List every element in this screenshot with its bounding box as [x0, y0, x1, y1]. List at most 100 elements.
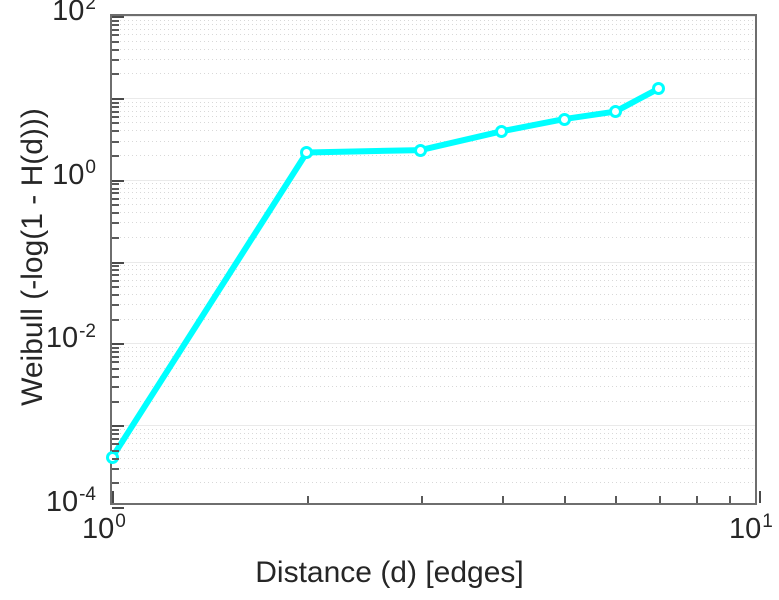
y-tick-minor — [112, 40, 119, 43]
y-tick-minor — [112, 23, 119, 26]
y-tick-minor — [112, 351, 119, 354]
data-point-marker — [414, 143, 428, 157]
gridline-major-h — [112, 261, 755, 263]
gridline-minor-h — [112, 110, 755, 112]
x-axis-title: Distance (d) [edges] — [255, 556, 524, 589]
x-tick-minor — [306, 496, 309, 503]
gridline-minor-h — [112, 361, 755, 363]
y-tick-minor — [112, 101, 119, 104]
gridline-minor-h — [112, 155, 755, 157]
gridline-minor-h — [112, 400, 755, 402]
y-tick-minor — [112, 265, 119, 268]
y-tick-minor — [112, 443, 119, 446]
y-tick-minor — [112, 347, 119, 350]
y-tick-label: 10-4 — [45, 485, 96, 518]
y-tick-minor — [112, 197, 119, 200]
y-tick-minor — [112, 437, 119, 440]
gridline-major-h — [112, 179, 755, 181]
x-tick-minor — [564, 496, 567, 503]
gridline-minor-h — [112, 192, 755, 194]
gridline-minor-h — [112, 269, 755, 271]
y-tick-minor — [112, 467, 119, 470]
y-tick-minor — [112, 58, 119, 61]
y-tick-minor — [112, 433, 119, 436]
y-tick-minor — [112, 73, 119, 76]
y-tick-minor — [112, 204, 119, 207]
y-tick-mantissa: 10 — [52, 158, 85, 191]
gridline-minor-h — [112, 304, 755, 306]
gridline-minor-h — [112, 58, 755, 60]
y-tick-minor — [112, 482, 119, 485]
gridline-minor-h — [112, 351, 755, 353]
x-tick-mantissa: 10 — [729, 513, 762, 545]
data-point-marker — [652, 82, 666, 95]
gridline-minor-h — [112, 367, 755, 369]
gridline-minor-h — [112, 48, 755, 50]
data-point-marker — [608, 105, 622, 119]
gridline-minor-h — [112, 265, 755, 267]
gridline-minor-h — [112, 105, 755, 107]
y-tick-minor — [112, 222, 119, 225]
gridline-major-h — [112, 97, 755, 99]
x-tick-minor — [696, 496, 699, 503]
y-tick-mantissa: 10 — [45, 486, 79, 518]
y-tick-exponent: -2 — [79, 320, 96, 342]
y-tick-major — [112, 507, 124, 509]
y-tick-minor — [112, 183, 119, 186]
y-tick-major — [112, 179, 124, 182]
x-tick-label: 101 — [729, 512, 773, 545]
gridline-minor-h — [112, 28, 755, 30]
y-tick-minor — [112, 34, 119, 37]
y-tick-minor — [112, 236, 119, 239]
y-tick-minor — [112, 367, 119, 370]
x-tick-minor — [658, 496, 661, 503]
x-tick-minor — [501, 496, 504, 503]
y-tick-label: 100 — [52, 158, 96, 191]
x-tick-minor — [615, 496, 618, 503]
y-tick-minor — [112, 457, 119, 460]
y-tick-major — [112, 97, 124, 100]
x-tick-exponent: 0 — [115, 511, 126, 533]
y-tick-minor — [112, 19, 119, 22]
y-tick-label: 10-2 — [46, 320, 96, 353]
gridline-minor-h — [112, 130, 755, 132]
gridline-minor-h — [112, 482, 755, 484]
gridline-minor-h — [112, 197, 755, 199]
gridline-major-h — [112, 343, 755, 345]
gridline-minor-h — [112, 443, 755, 445]
y-tick-minor — [112, 269, 119, 272]
gridline-minor-h — [112, 375, 755, 377]
y-tick-minor — [112, 386, 119, 389]
gridline-minor-h — [112, 23, 755, 25]
data-point-marker — [557, 112, 571, 126]
gridline-minor-h — [112, 212, 755, 214]
y-tick-minor — [112, 192, 119, 195]
y-tick-minor — [112, 294, 119, 297]
y-tick-major — [112, 343, 124, 346]
gridline-minor-h — [112, 73, 755, 75]
gridline-minor-h — [112, 386, 755, 388]
y-tick-minor — [112, 286, 119, 289]
gridline-minor-h — [112, 279, 755, 281]
y-tick-minor — [112, 361, 119, 364]
plot-area — [105, 14, 761, 509]
y-tick-minor — [112, 122, 119, 125]
gridline-minor-h — [112, 187, 755, 189]
y-tick-minor — [112, 400, 119, 403]
gridline-major-h — [112, 16, 755, 17]
gridline-minor-h — [112, 140, 755, 142]
x-tick-minor — [729, 496, 732, 503]
y-tick-exponent: 2 — [85, 0, 96, 15]
y-tick-minor — [112, 428, 119, 431]
y-tick-mantissa: 10 — [52, 0, 85, 27]
data-point-marker — [300, 145, 314, 159]
gridline-minor-h — [112, 467, 755, 469]
y-tick-minor — [112, 130, 119, 133]
gridline-major-h — [112, 425, 755, 427]
y-tick-minor — [112, 212, 119, 215]
y-tick-major — [112, 425, 124, 428]
x-tick-major — [759, 491, 761, 503]
x-tick-label: 100 — [82, 512, 126, 544]
gridline-minor-h — [112, 318, 755, 320]
